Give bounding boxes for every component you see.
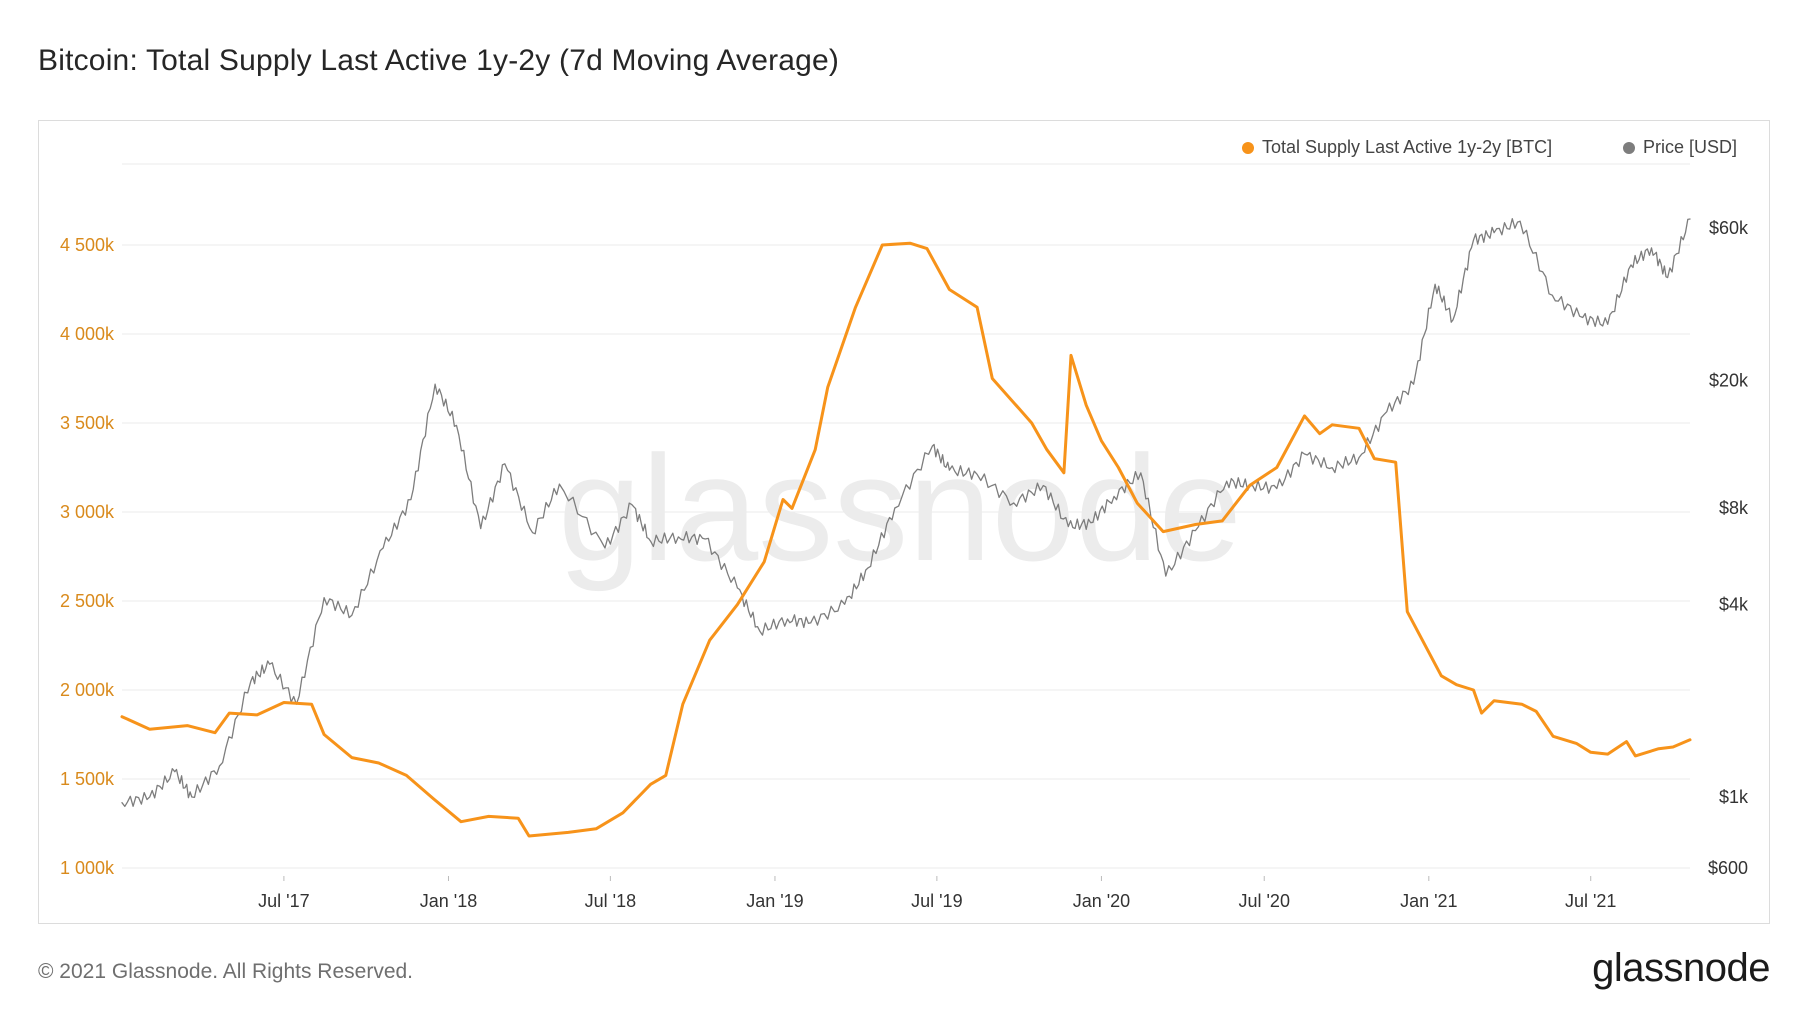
left-tick-label: 4 000k <box>60 324 115 344</box>
left-tick-label: 1 000k <box>60 858 115 878</box>
footer-copyright: © 2021 Glassnode. All Rights Reserved. <box>38 960 414 983</box>
x-tick-label: Jul '19 <box>911 891 962 911</box>
right-tick-label: $600 <box>1708 858 1748 878</box>
glassnode-logo: glassnode <box>1592 946 1770 990</box>
left-tick-label: 1 500k <box>60 769 115 789</box>
chart-title: Bitcoin: Total Supply Last Active 1y-2y … <box>38 44 840 77</box>
left-tick-label: 2 000k <box>60 680 115 700</box>
right-tick-label: $4k <box>1719 594 1749 614</box>
supply-series-line <box>120 241 1692 838</box>
legend-item-supply[interactable]: Total Supply Last Active 1y-2y [BTC] <box>1242 137 1552 158</box>
right-tick-label: $20k <box>1709 371 1749 391</box>
x-tick-label: Jul '20 <box>1238 891 1289 911</box>
left-tick-label: 3 500k <box>60 413 115 433</box>
left-tick-label: 4 500k <box>60 235 115 255</box>
price-series-line <box>121 218 1691 808</box>
legend-supply-label: Total Supply Last Active 1y-2y [BTC] <box>1262 137 1553 157</box>
legend-price-label: Price [USD] <box>1643 137 1738 157</box>
legend-price-dot-icon <box>1623 141 1635 154</box>
x-tick-label: Jan '21 <box>1400 891 1457 911</box>
x-tick-label: Jul '21 <box>1565 891 1616 911</box>
x-tick-label: Jan '20 <box>1073 891 1130 911</box>
x-tick-label: Jul '18 <box>585 891 636 911</box>
legend-item-price[interactable]: Price [USD] <box>1623 137 1737 158</box>
right-tick-label: $60k <box>1709 218 1749 238</box>
chart-frame <box>38 120 1770 924</box>
legend-supply-dot-icon <box>1242 141 1254 154</box>
right-tick-label: $8k <box>1719 498 1749 518</box>
right-tick-label: $1k <box>1719 787 1749 807</box>
watermark-text: glassnode <box>558 424 1242 592</box>
left-tick-label: 3 000k <box>60 502 115 522</box>
x-tick-label: Jul '17 <box>258 891 309 911</box>
x-tick-label: Jan '18 <box>420 891 477 911</box>
left-tick-label: 2 500k <box>60 591 115 611</box>
x-tick-label: Jan '19 <box>746 891 803 911</box>
